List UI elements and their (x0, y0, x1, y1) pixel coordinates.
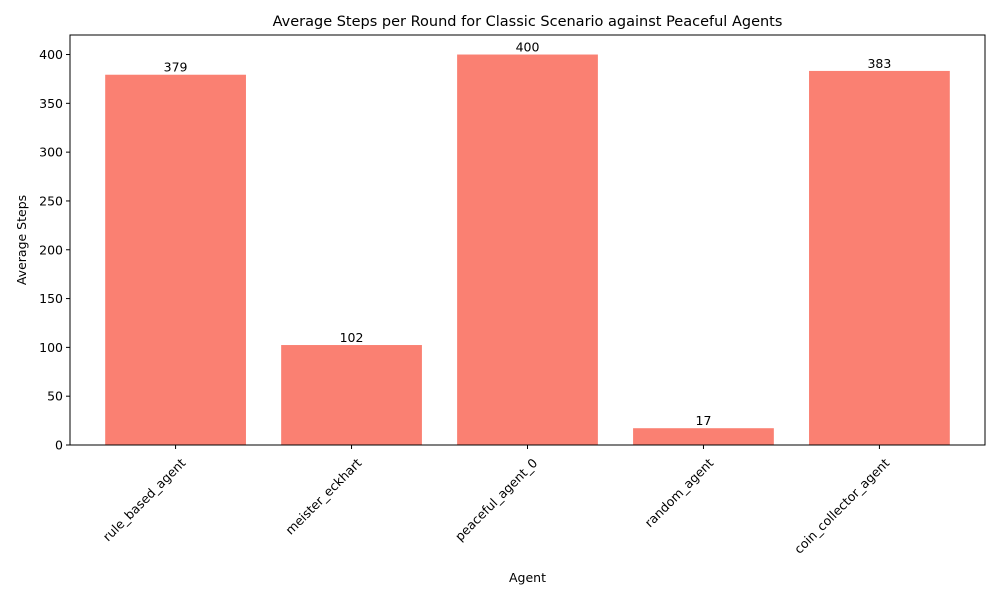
chart-title: Average Steps per Round for Classic Scen… (273, 14, 783, 30)
y-tick-label: 150 (39, 291, 63, 306)
y-tick-label: 250 (39, 193, 63, 208)
bars-layer (105, 54, 950, 446)
y-tick-label: 200 (39, 242, 63, 257)
data-label-peaceful_agent_0: 400 (516, 40, 540, 55)
plot-frame (69, 34, 986, 446)
x-tick-label-rule_based_agent: rule_based_agent (100, 455, 189, 544)
data-label-rule_based_agent: 379 (164, 60, 188, 75)
data-label-meister_eckhart: 102 (340, 330, 364, 345)
y-axis-label: Average Steps (14, 195, 29, 285)
y-tick-label: 300 (39, 145, 63, 160)
bar-coin_collector_agent (809, 70, 950, 445)
bar-peaceful_agent_0 (457, 54, 598, 446)
bar-meister_eckhart (281, 345, 422, 445)
x-tick-label-coin_collector_agent: coin_collector_agent (791, 455, 892, 556)
x-axis-ticks: rule_based_agent meister_eckhart peaceful_… (100, 445, 892, 557)
y-tick-label: 50 (47, 389, 63, 404)
data-label-coin_collector_agent: 383 (867, 56, 891, 71)
bar-random_agent (633, 428, 774, 445)
data-labels-layer: 379 102 400 17 383 (164, 40, 892, 429)
bar-rule_based_agent (105, 74, 246, 445)
y-tick-label: 350 (39, 96, 63, 111)
y-axis-ticks: 0 50 100 150 200 250 300 350 400 (39, 47, 70, 453)
x-tick-label-meister_eckhart: meister_eckhart (282, 455, 364, 537)
x-tick-label-random_agent: random_agent (642, 455, 717, 530)
y-tick-label: 400 (39, 47, 63, 62)
y-tick-label: 100 (39, 340, 63, 355)
x-tick-label-peaceful_agent_0: peaceful_agent_0 (452, 455, 541, 544)
data-label-random_agent: 17 (696, 413, 712, 428)
y-tick-label: 0 (55, 438, 63, 453)
x-axis-label: Agent (509, 570, 546, 585)
